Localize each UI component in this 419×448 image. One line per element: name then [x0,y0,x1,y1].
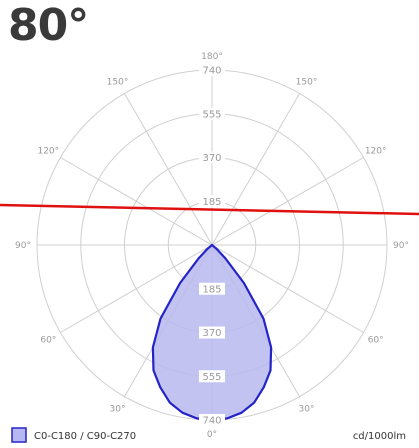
ring-label-bg [199,195,225,208]
ring-value-label: 370 [202,328,221,339]
angle-tick-label: 60° [368,336,384,346]
ring-value-label: 740 [202,416,221,427]
angle-tick-label: 90° [393,241,409,251]
ring-label-bg [199,107,225,120]
angle-tick-label: 120° [365,147,387,157]
ring-label-bg [199,151,225,164]
ring-value-label: 555 [202,372,221,383]
legend-label: C0-C180 / C90-C270 [34,431,136,442]
legend: C0-C180 / C90-C270 [11,427,136,443]
angle-tick-label: 0° [207,430,217,440]
angle-tick-labels: 180° 150° 150° 120° 120° 90° 90° 60° 60° 30° 30° 0° [15,52,409,440]
angle-heading: 80° [8,0,89,51]
ring-value-label: 740 [202,66,221,77]
angle-tick-label: 150° [296,77,318,87]
ring-label-bg [199,282,225,295]
legend-swatch [11,427,27,443]
ring-label-bg [199,64,225,76]
ring-value-label: 370 [202,153,221,164]
unit-label: cd/1000lm [353,431,406,442]
angle-tick-label: 120° [37,147,59,157]
ring-value-label: 185 [202,284,221,295]
angle-tick-label: 30° [110,405,126,415]
ring-value-label: 185 [202,197,221,208]
angle-tick-label: 60° [40,336,56,346]
cutoff-line [0,203,419,216]
ring-value-label: 555 [202,109,221,120]
angle-tick-label: 90° [15,241,31,251]
ring-label-bg [199,370,225,383]
ring-label-bg [199,326,225,339]
angle-tick-label: 150° [107,77,129,87]
angle-tick-label: 180° [201,52,223,62]
ring-label-bg [199,414,225,426]
angle-tick-label: 30° [299,405,315,415]
ring-value-labels: 185 185 370 370 555 555 740 740 [199,64,225,427]
